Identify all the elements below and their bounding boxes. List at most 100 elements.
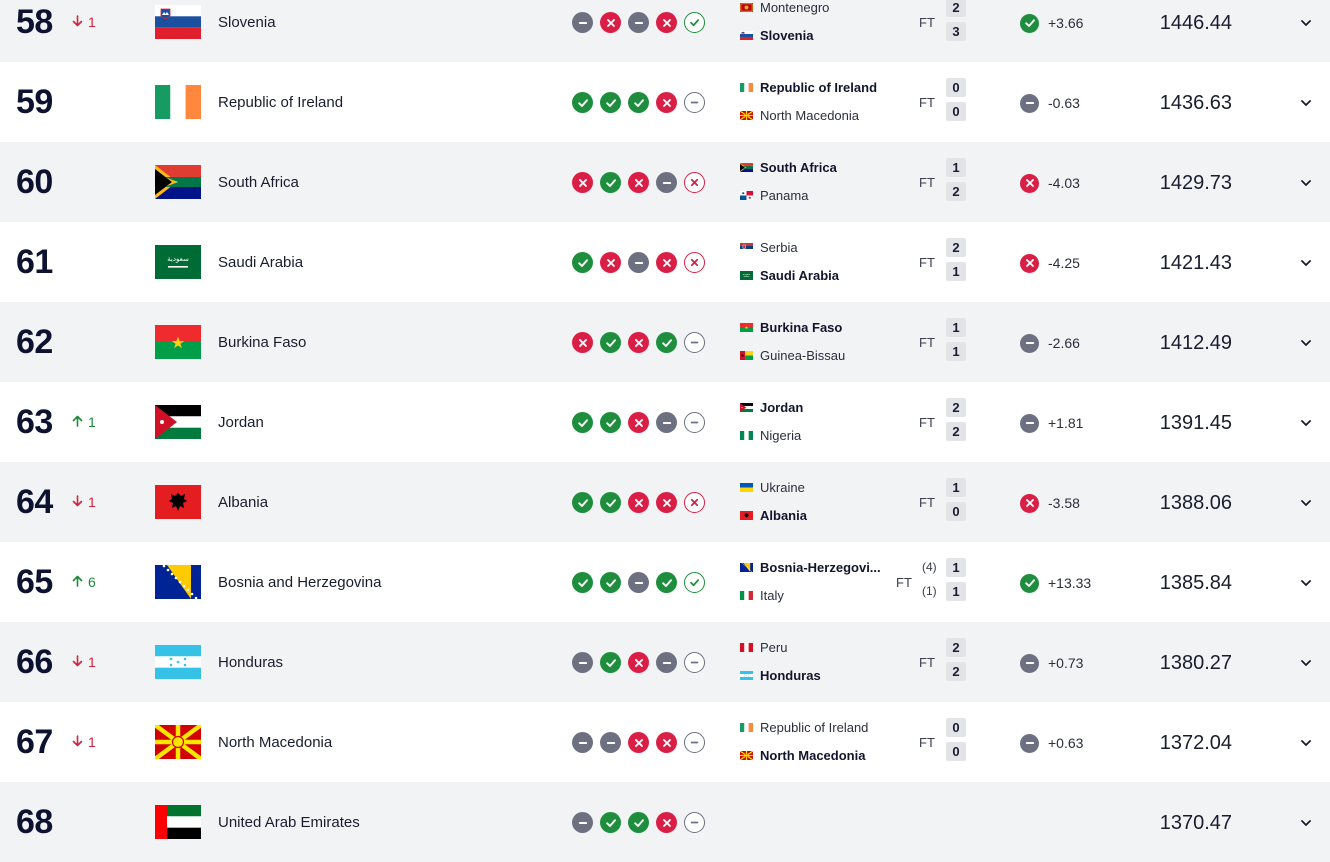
chevron-down-icon[interactable] bbox=[1298, 415, 1314, 431]
rank-movement-value: 1 bbox=[88, 494, 96, 510]
team-name[interactable]: Burkina Faso bbox=[218, 334, 306, 352]
match-away-team[interactable]: Guinea-Bissau bbox=[740, 346, 845, 364]
points-change: +0.63 bbox=[1020, 733, 1083, 753]
chevron-down-icon[interactable] bbox=[1298, 655, 1314, 671]
chevron-down-icon[interactable] bbox=[1298, 255, 1314, 271]
match-home-team[interactable]: Serbia bbox=[740, 238, 798, 256]
match-away-name: Albania bbox=[760, 508, 807, 523]
flag-ukraine-icon bbox=[740, 483, 753, 492]
match-home-team[interactable]: Bosnia-Herzegovi... bbox=[740, 558, 881, 576]
match-home-team[interactable]: Ukraine bbox=[740, 478, 805, 496]
away-score: 2 bbox=[946, 422, 966, 441]
match-away-name: Panama bbox=[760, 188, 808, 203]
flag-bosnia-icon bbox=[740, 563, 753, 572]
flag-north-macedonia-icon bbox=[155, 725, 201, 759]
away-score: 1 bbox=[946, 262, 966, 281]
chevron-down-icon[interactable] bbox=[1298, 95, 1314, 111]
match-away-name: North Macedonia bbox=[760, 108, 859, 123]
team-name[interactable]: Saudi Arabia bbox=[218, 254, 303, 272]
match-home-team[interactable]: Republic of Ireland bbox=[740, 78, 877, 96]
change-loss-icon bbox=[1020, 494, 1039, 513]
match-home-name: Serbia bbox=[760, 240, 798, 255]
arrow-down-icon bbox=[72, 654, 88, 670]
team-name[interactable]: Republic of Ireland bbox=[218, 94, 343, 112]
chevron-down-icon[interactable] bbox=[1298, 15, 1314, 31]
flag-uae-icon bbox=[155, 805, 201, 839]
match-away-name: Nigeria bbox=[760, 428, 801, 443]
match-away-team[interactable]: Honduras bbox=[740, 666, 821, 684]
team-name[interactable]: Honduras bbox=[218, 654, 283, 672]
match-away-team[interactable]: Italy bbox=[740, 586, 784, 604]
chevron-down-icon[interactable] bbox=[1298, 815, 1314, 831]
match-away-team[interactable]: Panama bbox=[740, 186, 808, 204]
svg-text:سعودية: سعودية bbox=[743, 274, 750, 276]
match-home-team[interactable]: Burkina Faso bbox=[740, 318, 842, 336]
flag-honduras-icon bbox=[740, 671, 753, 680]
match-away-team[interactable]: North Macedonia bbox=[740, 106, 859, 124]
flag-albania-icon bbox=[740, 511, 753, 520]
match-home-team[interactable]: Republic of Ireland bbox=[740, 718, 868, 736]
match-away-team[interactable]: Albania bbox=[740, 506, 807, 524]
match-away-team[interactable]: North Macedonia bbox=[740, 746, 865, 764]
team-name[interactable]: South Africa bbox=[218, 174, 299, 192]
match-home-name: South Africa bbox=[760, 160, 837, 175]
chevron-down-icon[interactable] bbox=[1298, 175, 1314, 191]
match-status: FT bbox=[919, 15, 935, 31]
form-draw-icon bbox=[684, 812, 705, 833]
match-home-name: Burkina Faso bbox=[760, 320, 842, 335]
away-score: 2 bbox=[946, 662, 966, 681]
form-win-icon bbox=[572, 572, 593, 593]
match-home-name: Republic of Ireland bbox=[760, 80, 877, 95]
home-score: 2 bbox=[946, 238, 966, 257]
recent-form bbox=[572, 92, 705, 113]
match-status: FT bbox=[919, 255, 935, 271]
match-status: FT bbox=[919, 655, 935, 671]
rank-movement-value: 1 bbox=[88, 734, 96, 750]
form-win-icon bbox=[600, 492, 621, 513]
recent-form bbox=[572, 172, 705, 193]
match-home-name: Montenegro bbox=[760, 0, 829, 15]
chevron-down-icon[interactable] bbox=[1298, 575, 1314, 591]
chevron-down-icon[interactable] bbox=[1298, 495, 1314, 511]
form-draw-icon bbox=[628, 572, 649, 593]
team-name[interactable]: Albania bbox=[218, 494, 268, 512]
team-name[interactable]: Jordan bbox=[218, 414, 264, 432]
chevron-down-icon[interactable] bbox=[1298, 735, 1314, 751]
match-away-team[interactable]: سعودية Saudi Arabia bbox=[740, 266, 839, 284]
form-win-icon bbox=[600, 172, 621, 193]
form-win-icon bbox=[572, 92, 593, 113]
team-name[interactable]: Bosnia and Herzegovina bbox=[218, 574, 381, 592]
match-home-team[interactable]: Montenegro bbox=[740, 0, 829, 16]
match-home-team[interactable]: Jordan bbox=[740, 398, 803, 416]
points-change-value: -3.58 bbox=[1048, 495, 1080, 511]
match-home-team[interactable]: Peru bbox=[740, 638, 787, 656]
points-change: -4.25 bbox=[1020, 253, 1080, 273]
match-away-name: Saudi Arabia bbox=[760, 268, 839, 283]
team-name[interactable]: United Arab Emirates bbox=[218, 814, 360, 832]
match-away-team[interactable]: Slovenia bbox=[740, 26, 813, 44]
match-home-team[interactable]: South Africa bbox=[740, 158, 837, 176]
team-name[interactable]: Slovenia bbox=[218, 14, 276, 32]
chevron-down-icon[interactable] bbox=[1298, 335, 1314, 351]
away-score: 0 bbox=[946, 742, 966, 761]
change-draw-icon bbox=[1020, 334, 1039, 353]
total-points: 1372.04 bbox=[1160, 731, 1232, 755]
form-loss-icon bbox=[572, 332, 593, 353]
team-name[interactable]: North Macedonia bbox=[218, 734, 332, 752]
flag-ireland-icon bbox=[155, 85, 201, 119]
match-away-team[interactable]: Nigeria bbox=[740, 426, 801, 444]
flag-slovenia-icon bbox=[740, 31, 753, 40]
points-change: +0.73 bbox=[1020, 653, 1083, 673]
form-loss-icon bbox=[628, 652, 649, 673]
